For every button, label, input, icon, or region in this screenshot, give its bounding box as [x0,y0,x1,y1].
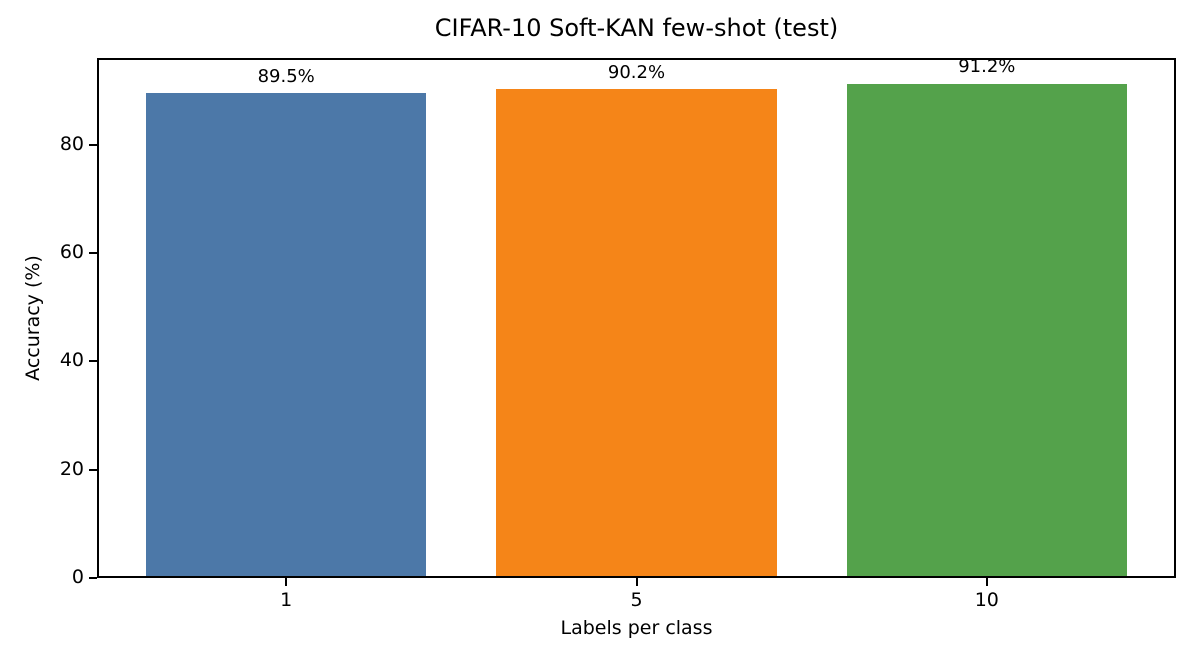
bar-10 [846,84,1127,578]
y-tick-mark [89,143,97,146]
y-tick-label: 0 [71,566,84,588]
y-tick-label: 20 [59,457,84,480]
bar-value-label-5: 90.2% [607,61,666,83]
y-tick-mark [89,360,97,363]
chart-title: CIFAR-10 Soft-KAN few-shot (test) [434,14,839,42]
bar-5 [496,89,777,578]
x-tick-label: 1 [280,589,293,611]
x-axis-label: Labels per class [560,617,713,639]
y-tick-label: 80 [59,132,84,155]
x-tick-mark [985,578,988,586]
y-tick-label: 60 [59,241,84,263]
bar-1 [146,93,427,578]
x-tick-label: 5 [630,589,643,611]
bar-value-label-1: 89.5% [257,65,315,87]
y-tick-label: 40 [59,349,84,372]
bar-value-label-10: 91.2% [958,56,1016,78]
x-tick-label: 10 [974,589,999,611]
y-tick-mark [89,252,97,254]
plot-area: 89.5% 90.2% 91.2% [97,56,1176,578]
axes-frame [97,58,1176,578]
x-tick-mark [285,578,288,586]
x-tick-mark [635,578,638,586]
y-tick-mark [89,577,97,579]
y-tick-mark [89,468,97,471]
